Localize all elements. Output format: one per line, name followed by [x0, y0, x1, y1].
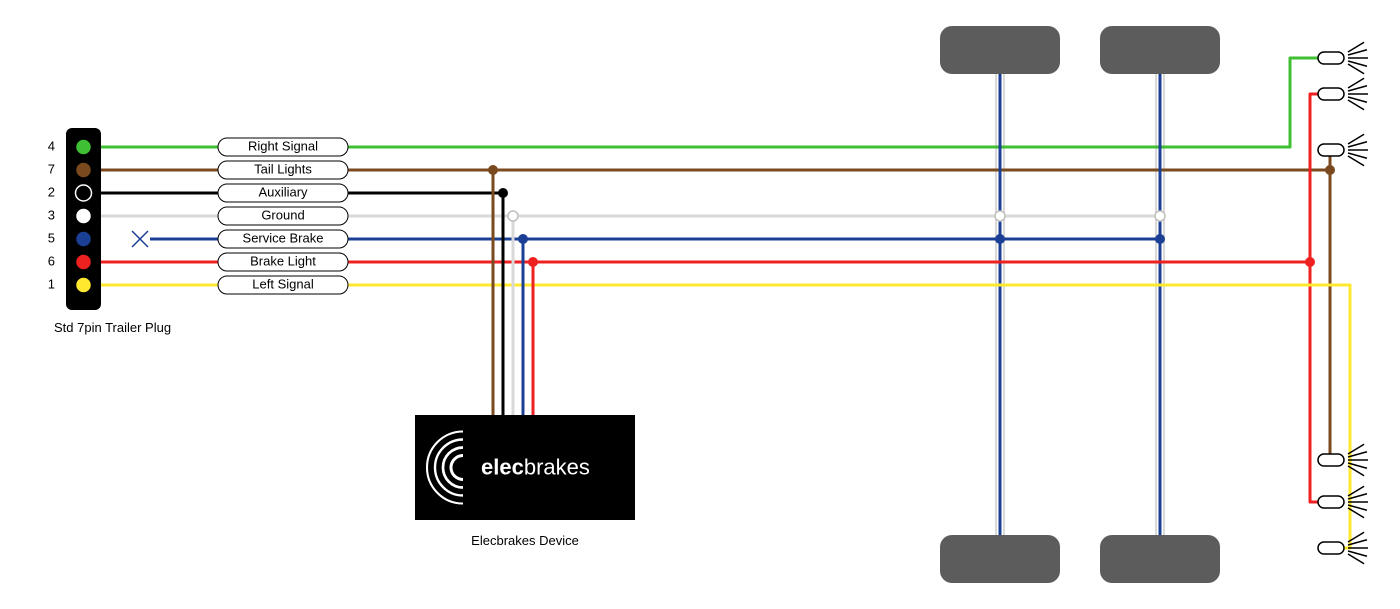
light-brake-bottom — [1318, 496, 1344, 508]
junction-dot — [518, 234, 528, 244]
junction-dot — [1325, 165, 1335, 175]
junction-dot — [498, 188, 508, 198]
wire-label: Brake Light — [250, 253, 316, 268]
pin-number: 2 — [48, 184, 55, 199]
wire-brake-up — [1310, 94, 1318, 262]
plug-pin — [76, 277, 92, 293]
light-left-signal — [1318, 542, 1344, 554]
wire-label: Tail Lights — [254, 161, 312, 176]
junction-dot — [1305, 257, 1315, 267]
pin-number: 6 — [48, 253, 55, 268]
wheel — [940, 26, 1060, 74]
light-tail-top — [1318, 144, 1344, 156]
plug-caption: Std 7pin Trailer Plug — [54, 320, 171, 335]
junction-dot — [1155, 211, 1165, 221]
wheel — [1100, 535, 1220, 583]
junction-dot — [488, 165, 498, 175]
light-brake-top — [1318, 88, 1344, 100]
plug-pin — [76, 139, 92, 155]
pin-number: 7 — [48, 161, 55, 176]
wire-label: Right Signal — [248, 138, 318, 153]
wiring-diagram: 4 Right Signal 7 Tail Lights 2 Auxiliary 3 Grou… — [0, 0, 1400, 609]
light-right-signal — [1318, 52, 1344, 64]
device-logo-text: elecbrakes — [481, 455, 590, 480]
pin-number: 3 — [48, 207, 55, 222]
junction-dot — [528, 257, 538, 267]
pin-number: 4 — [48, 138, 55, 153]
plug-pin — [76, 185, 92, 201]
wheel — [1100, 26, 1220, 74]
pin-number: 5 — [48, 230, 55, 245]
light-tail-bottom — [1318, 454, 1344, 466]
plug-pin — [76, 208, 92, 224]
device-caption: Elecbrakes Device — [471, 533, 579, 548]
wire-label: Left Signal — [252, 276, 314, 291]
junction-dot — [995, 234, 1005, 244]
wire-label: Ground — [261, 207, 304, 222]
wire-left-signal — [101, 285, 1350, 548]
wire-label: Service Brake — [243, 230, 324, 245]
wheel — [940, 535, 1060, 583]
wire-label: Auxiliary — [258, 184, 308, 199]
junction-dot — [508, 211, 518, 221]
wire-brake-down — [1310, 262, 1318, 502]
junction-dot — [995, 211, 1005, 221]
plug-pin — [76, 254, 92, 270]
wire-tail-v — [1318, 170, 1330, 460]
plug-pin — [76, 162, 92, 178]
junction-dot — [1155, 234, 1165, 244]
plug-pin — [76, 231, 92, 247]
pin-number: 1 — [48, 276, 55, 291]
